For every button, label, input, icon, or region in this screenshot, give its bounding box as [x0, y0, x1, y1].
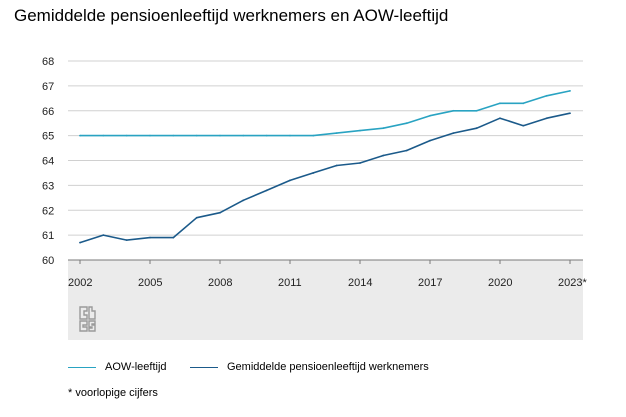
aow-point-2009	[242, 134, 245, 137]
legend-swatch-pension	[190, 366, 218, 368]
aow-point-2023	[569, 89, 571, 92]
cbs-logo-part	[88, 320, 96, 332]
legend-label-aow: AOW-leeftijd	[105, 361, 167, 373]
aow-point-2003	[102, 134, 105, 137]
pension-point-2010	[265, 189, 268, 192]
pension-point-2023	[569, 112, 571, 115]
pension-point-2019	[475, 127, 478, 130]
y-tick-label: 68	[42, 56, 54, 68]
aow-point-2018	[452, 109, 455, 112]
y-tick-label: 60	[42, 255, 54, 267]
y-tick-label: 66	[42, 106, 54, 118]
legend-item-pension: Gemiddelde pensioenleeftijd werknemers	[190, 361, 429, 373]
pension-point-2009	[242, 199, 245, 202]
y-tick-label: 65	[42, 131, 54, 143]
pension-point-2012	[312, 172, 315, 174]
x-tick-label: 2005	[138, 277, 162, 289]
legend-label-pension: Gemiddelde pensioenleeftijd werknemers	[227, 361, 429, 373]
x-tick-label: 2011	[278, 277, 302, 289]
legend-item-aow: AOW-leeftijd	[68, 361, 167, 373]
aow-point-2022	[545, 94, 548, 97]
cbs-logo-part	[88, 306, 96, 320]
aow-point-2011	[289, 134, 291, 137]
pension-point-2022	[545, 117, 548, 120]
pension-point-2003	[102, 234, 105, 237]
pension-point-2007	[195, 216, 198, 219]
pension-point-2021	[522, 124, 525, 127]
aow-point-2012	[312, 134, 315, 137]
x-tick-label: 2014	[348, 277, 372, 289]
y-tick-label: 61	[42, 230, 54, 242]
y-tick-label: 62	[42, 205, 54, 217]
aow-point-2002	[79, 134, 81, 137]
pension-point-2013	[335, 164, 338, 167]
x-tick-label: 2008	[208, 277, 232, 289]
x-tick-label: 2023*	[558, 277, 587, 289]
aow-point-2014	[359, 129, 361, 132]
aow-point-2020	[499, 102, 501, 105]
aow-point-2005	[149, 134, 151, 137]
pension-point-2002	[79, 241, 81, 244]
pension-point-2006	[172, 236, 175, 239]
pension-point-2011	[289, 179, 291, 182]
pension-point-2005	[149, 236, 151, 239]
y-tick-label: 67	[42, 81, 54, 93]
aow-point-2010	[265, 134, 268, 137]
pension-point-2015	[382, 154, 385, 157]
cbs-logo-part	[79, 320, 88, 332]
series-line-aow	[80, 90, 571, 137]
x-tick-label: 2017	[418, 277, 442, 289]
pension-point-2018	[452, 132, 455, 135]
pension-point-2004	[125, 239, 128, 242]
pension-point-2008	[219, 211, 221, 214]
aow-point-2021	[522, 102, 525, 105]
cbs-logo	[79, 306, 96, 332]
aow-point-2015	[382, 127, 385, 130]
aow-point-2017	[429, 114, 431, 117]
series-line-pension	[79, 112, 571, 244]
x-tick-label: 2002	[68, 277, 92, 289]
pension-point-2020	[499, 117, 501, 120]
pension-point-2017	[429, 139, 431, 142]
footnote: * voorlopige cijfers	[68, 387, 158, 399]
y-tick-label: 64	[42, 156, 54, 168]
aow-point-2016	[405, 122, 408, 125]
pension-point-2014	[359, 162, 361, 164]
x-axis-band	[68, 260, 583, 340]
aow-point-2004	[125, 134, 128, 137]
cbs-logo-part	[79, 306, 88, 320]
aow-point-2008	[219, 134, 221, 137]
chart-title: Gemiddelde pensioenleeftijd werknemers e…	[14, 6, 449, 25]
aow-point-2019	[475, 109, 478, 112]
aow-point-2007	[195, 134, 198, 137]
pension-point-2016	[405, 149, 408, 152]
legend-swatch-aow	[68, 366, 96, 368]
y-tick-label: 63	[42, 180, 54, 192]
aow-point-2006	[172, 134, 175, 137]
x-tick-label: 2020	[488, 277, 512, 289]
aow-point-2013	[335, 132, 338, 135]
